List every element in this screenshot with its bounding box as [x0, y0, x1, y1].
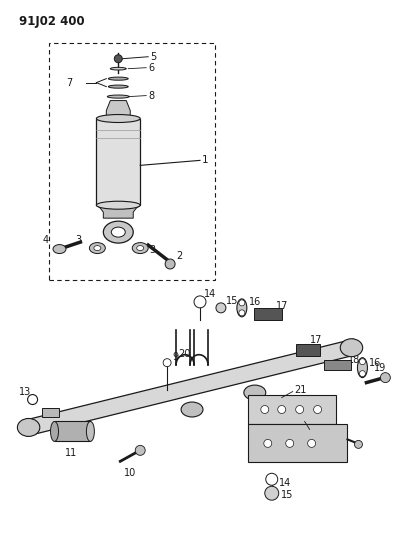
- Text: 17: 17: [309, 335, 321, 345]
- Bar: [247, 394, 335, 424]
- Bar: [295, 344, 319, 356]
- Circle shape: [285, 439, 293, 447]
- Circle shape: [135, 446, 145, 455]
- Text: 8: 8: [148, 91, 154, 101]
- Ellipse shape: [51, 422, 59, 441]
- Circle shape: [194, 296, 205, 308]
- Ellipse shape: [110, 67, 126, 70]
- Circle shape: [264, 486, 278, 500]
- Circle shape: [114, 55, 122, 63]
- Text: 14: 14: [278, 478, 290, 488]
- Bar: [49, 43, 215, 280]
- Text: 15: 15: [225, 296, 238, 306]
- Circle shape: [260, 406, 268, 414]
- Text: 2: 2: [176, 251, 182, 261]
- Circle shape: [358, 370, 365, 377]
- Ellipse shape: [96, 115, 140, 123]
- Ellipse shape: [356, 358, 367, 377]
- Polygon shape: [106, 101, 130, 118]
- Text: 11: 11: [64, 448, 77, 458]
- Ellipse shape: [136, 246, 143, 251]
- Circle shape: [379, 373, 389, 383]
- Ellipse shape: [86, 422, 94, 441]
- Ellipse shape: [89, 243, 105, 254]
- Text: 16: 16: [248, 297, 260, 307]
- Bar: [55, 422, 90, 441]
- Ellipse shape: [132, 243, 148, 254]
- Text: 22: 22: [306, 415, 318, 424]
- Text: 5: 5: [150, 52, 156, 62]
- Ellipse shape: [339, 339, 362, 357]
- Text: 9: 9: [172, 352, 178, 362]
- Circle shape: [165, 259, 175, 269]
- Text: 18: 18: [346, 354, 359, 365]
- Ellipse shape: [111, 227, 125, 237]
- Text: 3: 3: [75, 235, 81, 245]
- Text: 6: 6: [148, 63, 154, 72]
- Text: 15: 15: [280, 490, 292, 500]
- Text: 21: 21: [294, 385, 306, 394]
- Text: 1: 1: [201, 155, 208, 165]
- Circle shape: [238, 300, 244, 306]
- Circle shape: [28, 394, 37, 405]
- Ellipse shape: [236, 299, 246, 317]
- Circle shape: [277, 406, 285, 414]
- Bar: [96, 118, 140, 205]
- Ellipse shape: [243, 385, 265, 400]
- Circle shape: [238, 310, 244, 316]
- Text: 4: 4: [43, 235, 49, 245]
- Text: 14: 14: [203, 289, 216, 299]
- Text: 3: 3: [149, 245, 155, 255]
- Polygon shape: [26, 339, 353, 436]
- Circle shape: [354, 440, 362, 448]
- Circle shape: [358, 359, 365, 365]
- Ellipse shape: [96, 201, 140, 209]
- Circle shape: [265, 473, 277, 485]
- Text: 19: 19: [373, 362, 386, 373]
- Text: 17: 17: [275, 301, 288, 311]
- Ellipse shape: [108, 85, 128, 88]
- Circle shape: [215, 303, 225, 313]
- Ellipse shape: [107, 95, 129, 98]
- Circle shape: [307, 439, 315, 447]
- Text: 7: 7: [66, 78, 73, 87]
- Polygon shape: [96, 205, 140, 218]
- Circle shape: [313, 406, 321, 414]
- Circle shape: [163, 359, 171, 367]
- Text: 10: 10: [124, 469, 136, 478]
- Text: 12: 12: [43, 422, 55, 431]
- Circle shape: [295, 406, 303, 414]
- Text: 91J02 400: 91J02 400: [18, 15, 84, 28]
- Ellipse shape: [180, 402, 203, 417]
- Circle shape: [263, 439, 271, 447]
- Ellipse shape: [103, 221, 133, 243]
- Ellipse shape: [94, 246, 101, 251]
- Text: 13: 13: [18, 386, 31, 397]
- Text: 20: 20: [178, 349, 190, 359]
- Ellipse shape: [17, 418, 40, 437]
- Bar: [323, 360, 350, 370]
- Text: 16: 16: [369, 358, 381, 368]
- Ellipse shape: [108, 77, 128, 80]
- Bar: [253, 308, 281, 320]
- Bar: [41, 408, 59, 417]
- Ellipse shape: [53, 245, 66, 254]
- Bar: [247, 424, 346, 462]
